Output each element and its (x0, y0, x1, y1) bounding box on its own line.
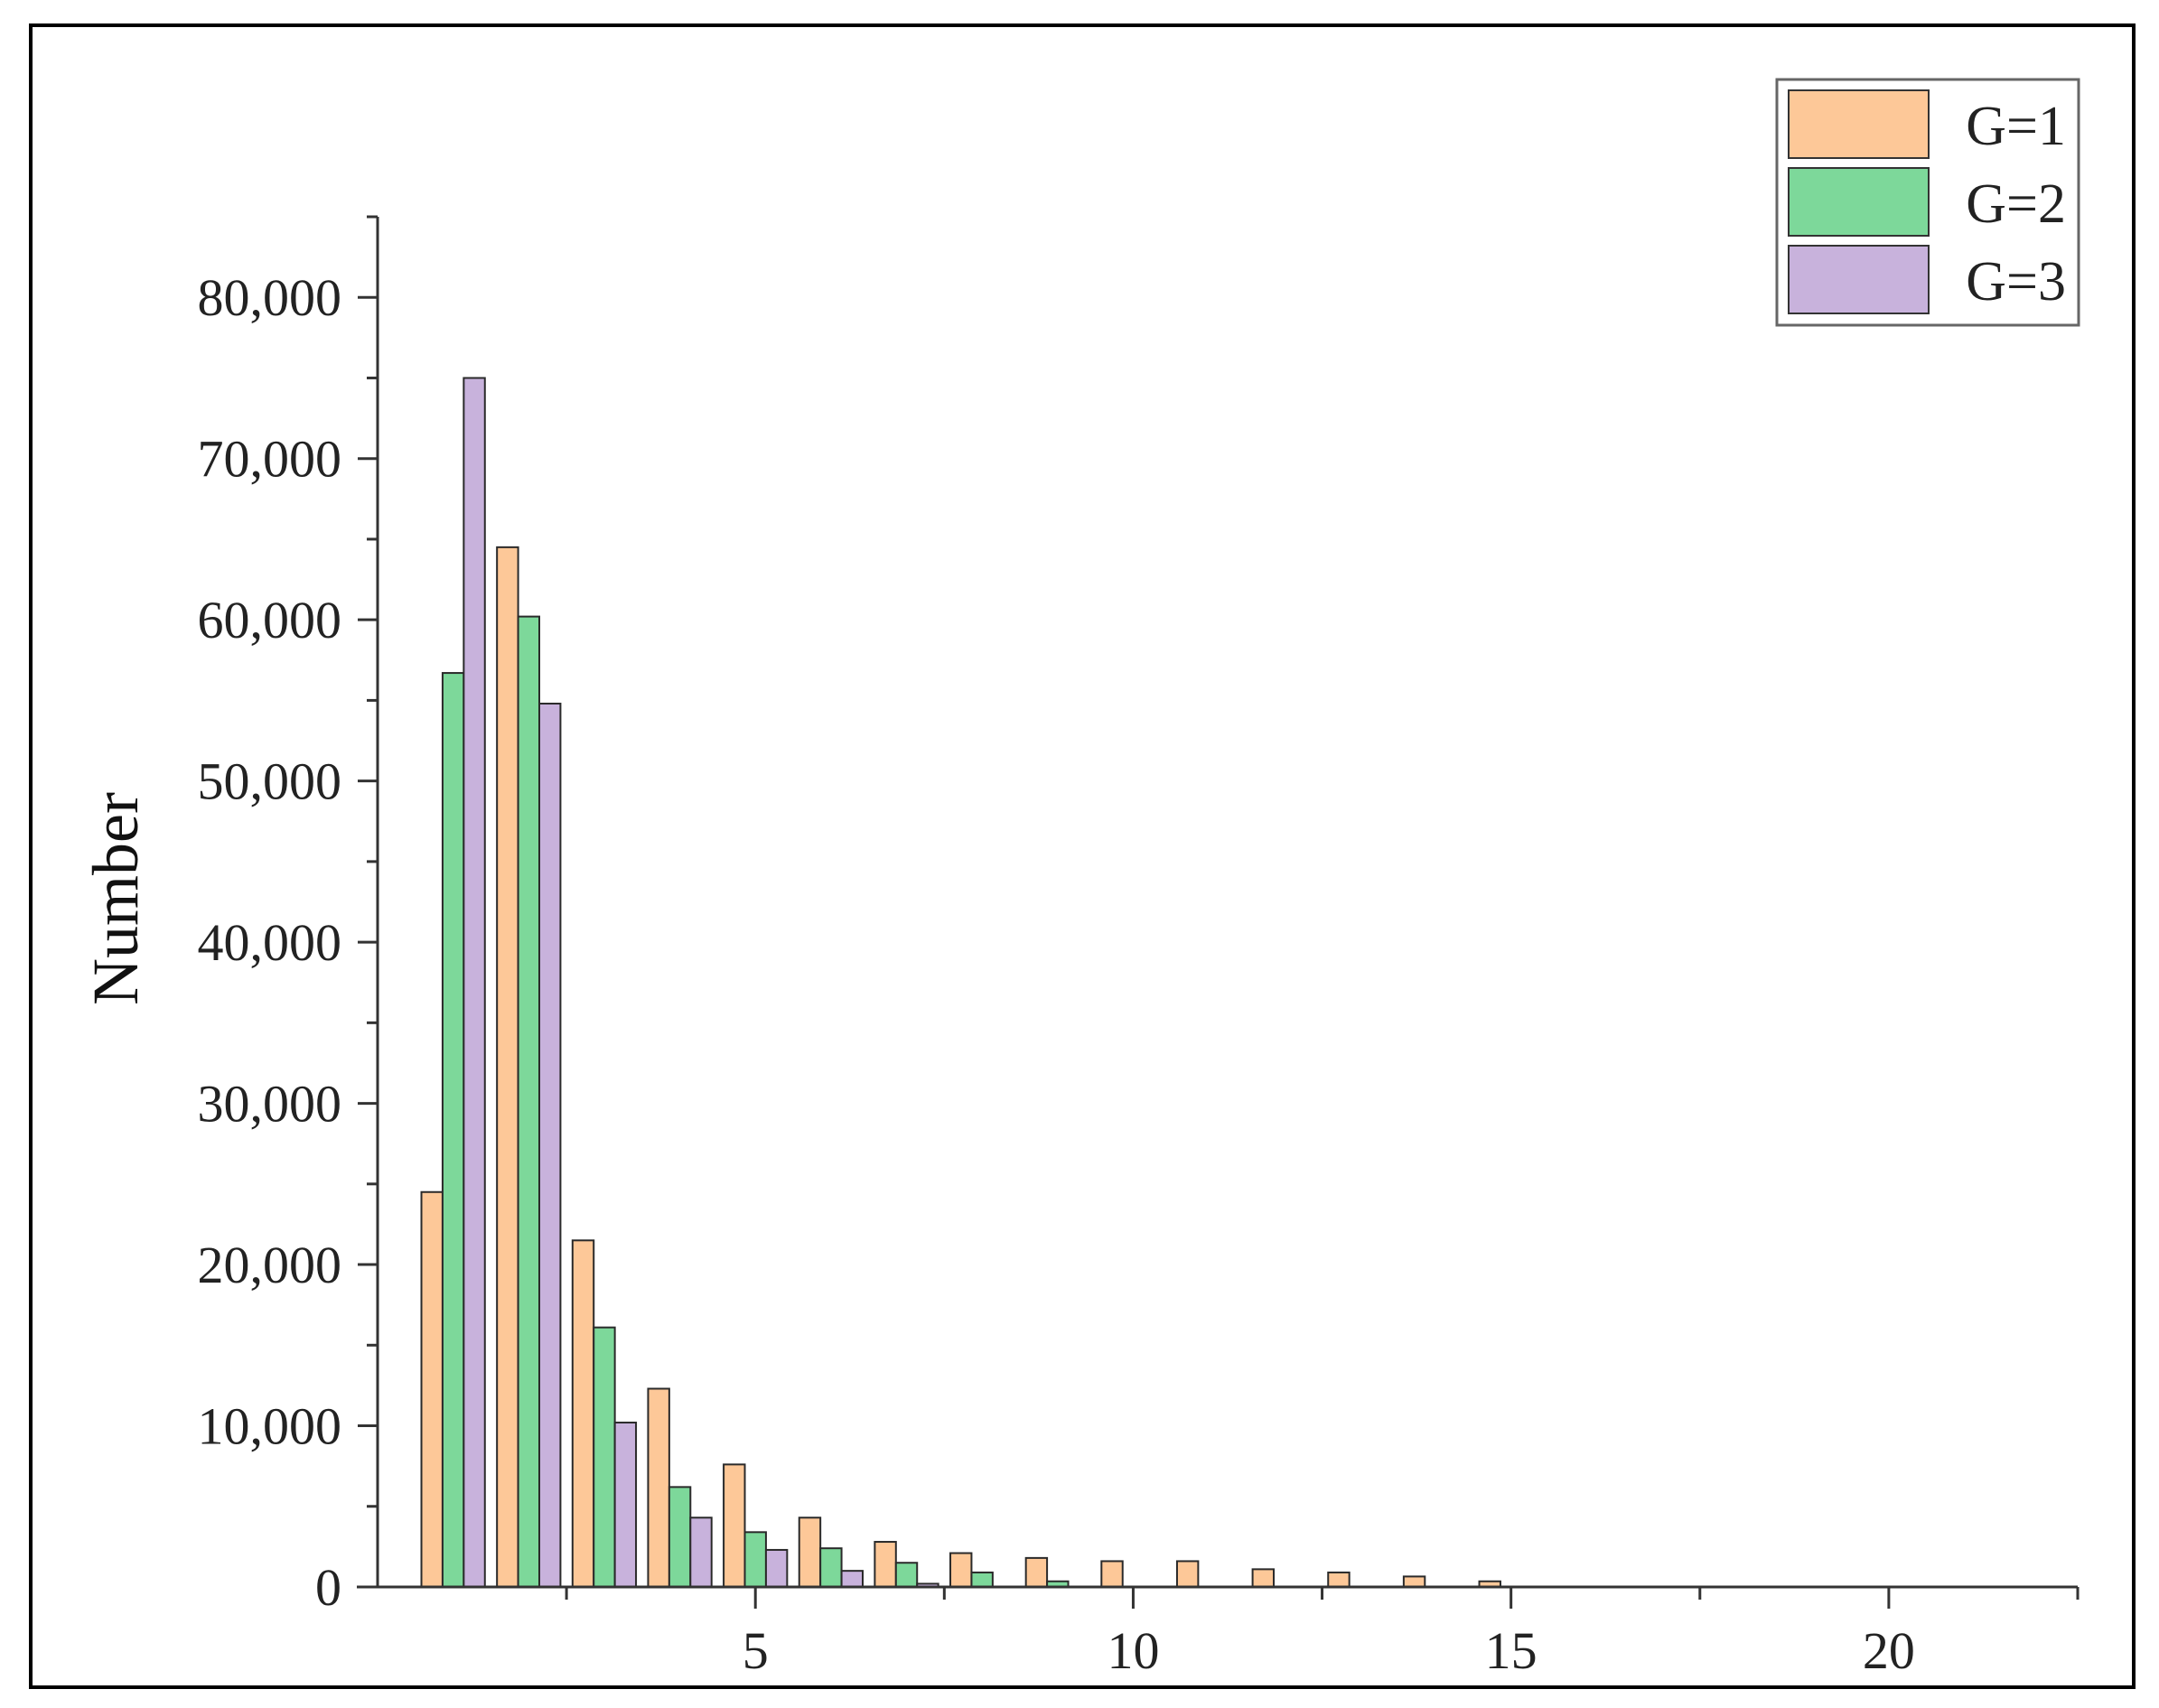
bar-g1-x9 (1024, 1556, 1049, 1589)
y-tick-label: 50,000 (198, 752, 342, 811)
bar-g2-x7 (894, 1562, 919, 1588)
bar-g1-x8 (949, 1552, 973, 1589)
x-tick-label: 10 (1107, 1621, 1159, 1680)
bar-g2-x3 (593, 1326, 616, 1589)
y-tick-label: 40,000 (198, 913, 342, 972)
bar-g3-x6 (840, 1570, 865, 1589)
bar-g1-x4 (647, 1387, 670, 1588)
bar-g3-x5 (764, 1548, 789, 1588)
bar-g1-x1 (420, 1190, 444, 1588)
bar-g2-x4 (668, 1486, 692, 1588)
bar-g1-x12 (1251, 1568, 1276, 1588)
bar-g1-x11 (1175, 1560, 1200, 1588)
legend-label-g1: G=1 (1966, 96, 2066, 157)
bar-g1-x13 (1327, 1571, 1351, 1588)
bar-g1-x2 (496, 546, 519, 1588)
x-tick-label: 15 (1485, 1621, 1537, 1680)
y-ticks: 0 10,000 20,000 30,000 40,000 50,000 60,000 70,… (198, 215, 378, 1617)
bar-g3-x3 (613, 1421, 638, 1588)
legend: G=1 G=2 G=3 (1775, 78, 2080, 327)
bar-g2-x1 (441, 672, 465, 1588)
legend-label-g2: G=2 (1966, 173, 2066, 235)
axes: 0 10,000 20,000 30,000 40,000 50,000 60,000 70,… (198, 215, 2080, 1680)
bar-g1-x7 (874, 1541, 897, 1589)
bar-g1-x6 (798, 1517, 822, 1589)
y-tick-label: 0 (315, 1558, 341, 1617)
bar-g1-x3 (571, 1239, 595, 1589)
bar-g1-x10 (1100, 1560, 1124, 1588)
bar-g3-x2 (538, 702, 562, 1588)
bar-g2-x6 (819, 1547, 843, 1589)
x-ticks: 5 10 15 20 (565, 1587, 2080, 1680)
x-tick-label: 20 (1863, 1621, 1915, 1680)
legend-label-g3: G=3 (1966, 251, 2066, 313)
bar-g1-x5 (723, 1463, 746, 1588)
y-tick-label: 70,000 (198, 430, 342, 489)
x-tick-label: 5 (743, 1621, 769, 1680)
y-tick-label: 30,000 (198, 1075, 342, 1134)
legend-swatch-g1 (1788, 89, 1930, 159)
legend-swatch-g3 (1788, 245, 1930, 314)
y-axis-title: Number (79, 792, 152, 1005)
y-tick-label: 80,000 (198, 268, 342, 327)
bar-g3-x4 (689, 1517, 713, 1589)
bar-g1-x14 (1402, 1575, 1426, 1589)
y-tick-label: 20,000 (198, 1236, 342, 1294)
legend-swatch-g2 (1788, 167, 1930, 237)
bar-g2-x2 (517, 615, 541, 1588)
bar-g3-x1 (463, 377, 486, 1589)
y-tick-label: 60,000 (198, 591, 342, 649)
bar-g2-x8 (970, 1571, 994, 1588)
bar-g2-x5 (743, 1531, 767, 1588)
bars (420, 377, 1501, 1589)
y-tick-label: 10,000 (198, 1397, 342, 1456)
